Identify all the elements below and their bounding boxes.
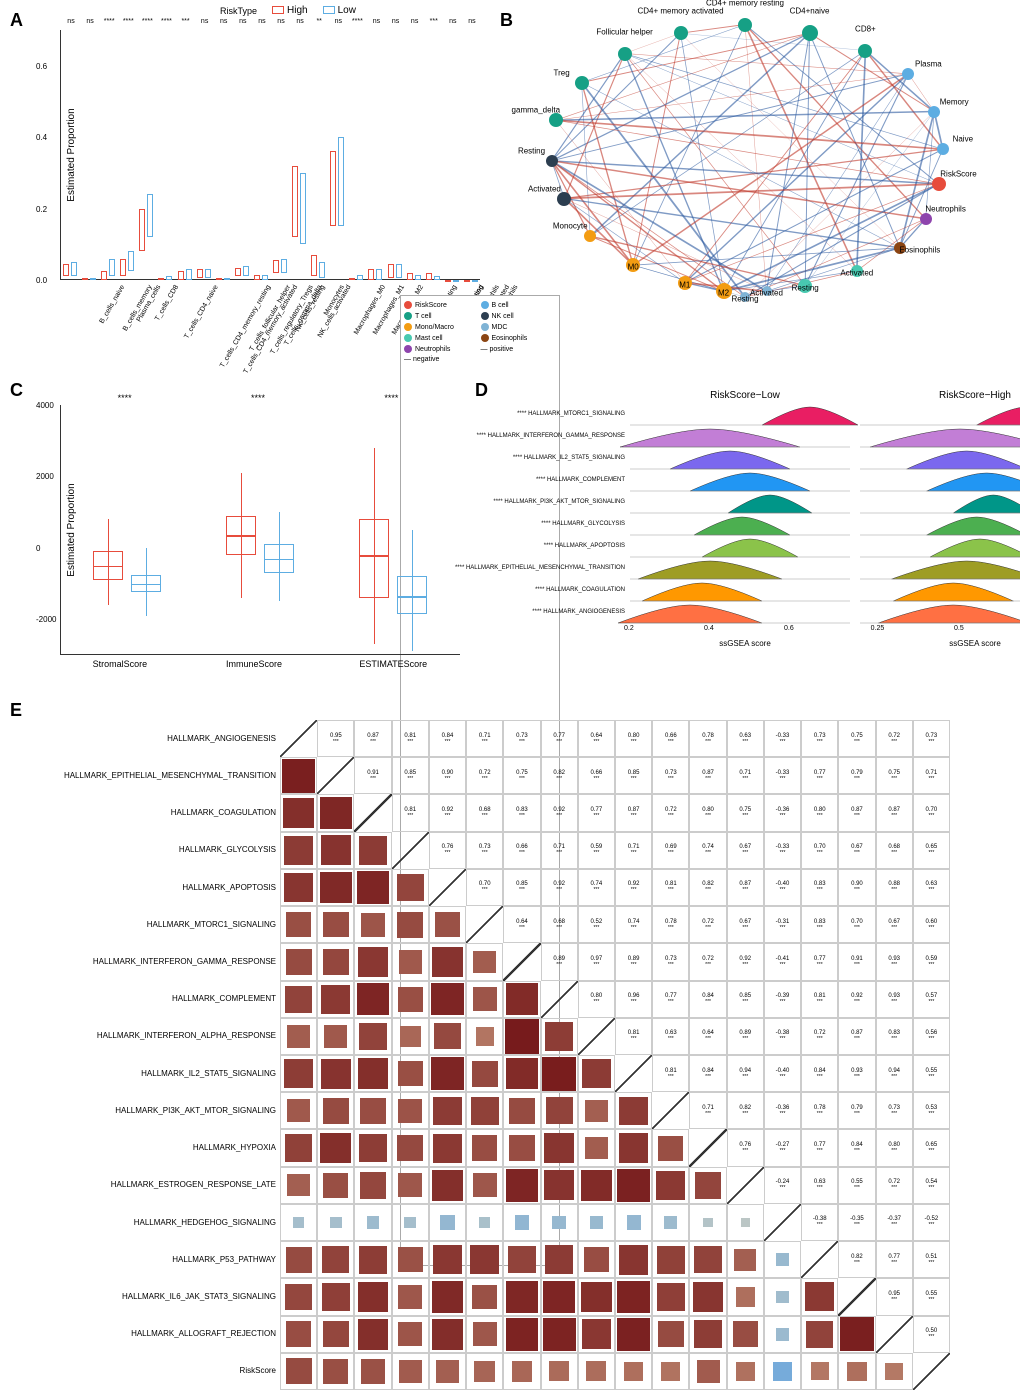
network-node <box>584 230 596 242</box>
panel-d-chart: RiskScore−Low**** HALLMARK_MTORC1_SIGNAL… <box>490 390 990 650</box>
panel-e-chart: HALLMARK_ANGIOGENESISHALLMARK_EPITHELIAL… <box>60 720 960 1220</box>
network-node <box>937 143 949 155</box>
panel-c-chart: Estimated Proportion -2000020004000****S… <box>60 405 460 655</box>
network-node <box>802 25 818 41</box>
panel-a-chart: Estimated Proportion 0.00.20.40.6nsB_cel… <box>60 30 480 280</box>
network-node <box>738 18 752 32</box>
network-node <box>618 47 632 61</box>
network-node <box>546 155 558 167</box>
panel-e-label: E <box>10 700 22 721</box>
panel-b-network: CD4+ memory restingCD4+ memory activated… <box>530 10 960 320</box>
panel-c-label: C <box>10 380 23 401</box>
network-node <box>858 44 872 58</box>
network-node <box>674 26 688 40</box>
panel-a-label: A <box>10 10 23 31</box>
panel-a-legend: RiskType High Low <box>220 5 356 16</box>
network-node <box>932 177 946 191</box>
network-node <box>928 106 940 118</box>
network-node <box>920 213 932 225</box>
panel-d-label: D <box>475 380 488 401</box>
network-node <box>557 192 571 206</box>
network-node <box>902 68 914 80</box>
panel-b-label: B <box>500 10 513 31</box>
network-node <box>575 76 589 90</box>
network-node <box>549 113 563 127</box>
